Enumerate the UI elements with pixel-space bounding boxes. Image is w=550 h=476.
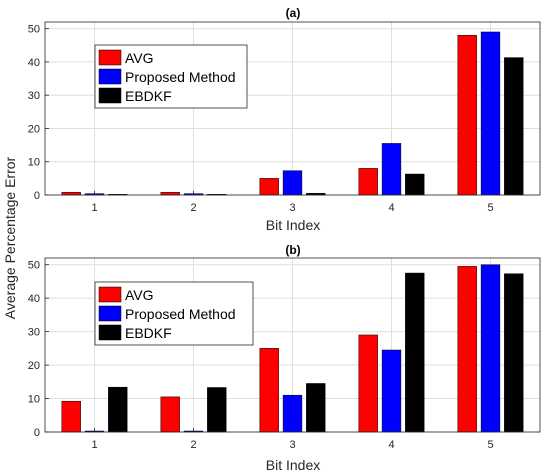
bar-proposed-method-3 <box>282 394 303 433</box>
x-tick-label: 4 <box>388 202 394 214</box>
y-tick-label: 30 <box>28 90 40 102</box>
y-tick-label: 30 <box>28 327 40 339</box>
shared-y-axis-label: Average Percentage Error <box>2 156 18 319</box>
bar-proposed-method-5 <box>480 264 501 433</box>
chart-b-x-axis-label: Bit Index <box>266 457 320 473</box>
y-tick-label: 20 <box>28 123 40 135</box>
chart-b: (b) Bit Index 0 10 20 30 40 50 1 2 3 4 5 AVG Propose… <box>28 243 541 473</box>
bar-ebdkf-4 <box>405 272 425 433</box>
bar-ebdkf-4 <box>405 173 425 196</box>
y-tick-label: 20 <box>28 360 40 372</box>
legend-swatch <box>98 87 122 104</box>
x-tick-label: 4 <box>388 439 394 451</box>
bar-avg-5 <box>457 266 477 433</box>
legend-swatch <box>98 286 122 303</box>
y-tick-label: 0 <box>34 427 40 439</box>
bar-avg-4 <box>358 168 378 196</box>
x-tick-label: 1 <box>91 202 97 214</box>
y-tick-label: 10 <box>28 394 40 406</box>
chart-a-x-axis-label: Bit Index <box>266 217 320 233</box>
axes-box <box>44 257 541 433</box>
x-tick-label: 5 <box>487 202 493 214</box>
y-tick-label: 40 <box>28 293 40 305</box>
chart-a: (a) Bit Index 0 10 20 30 40 50 1 2 3 4 5 AVG Propose… <box>28 6 541 233</box>
legend-entry: EBDKF <box>125 88 172 104</box>
chart-a-title: (a) <box>286 6 301 20</box>
bar-ebdkf-5 <box>504 273 524 433</box>
bar-avg-1 <box>61 400 81 433</box>
legend-entry: EBDKF <box>125 325 172 341</box>
y-tick-label: 0 <box>34 190 40 202</box>
bar-avg-4 <box>358 334 378 433</box>
x-tick-label: 1 <box>91 439 97 451</box>
bar-avg-5 <box>457 35 477 196</box>
legend-entry: AVG <box>125 50 154 66</box>
bar-ebdkf-2 <box>207 387 227 433</box>
axes-box <box>44 21 541 196</box>
legend: AVG Proposed Method EBDKF <box>94 281 254 346</box>
x-tick-label: 3 <box>289 202 295 214</box>
y-tick-label: 50 <box>28 260 40 272</box>
bar-proposed-method-3 <box>282 170 303 196</box>
bar-ebdkf-5 <box>504 57 524 196</box>
legend-entry: Proposed Method <box>125 69 236 85</box>
legend-entry: Proposed Method <box>125 306 236 322</box>
legend: AVG Proposed Method EBDKF <box>94 44 248 109</box>
bar-avg-3 <box>259 178 279 196</box>
legend-swatch <box>98 68 122 85</box>
y-tick-label: 50 <box>28 24 40 36</box>
y-tick-label: 40 <box>28 57 40 69</box>
x-tick-label: 5 <box>487 439 493 451</box>
chart-a-plot: 0 10 20 30 40 50 1 2 3 4 5 AVG Proposed Method EBDKF <box>28 21 541 214</box>
x-tick-label: 3 <box>289 439 295 451</box>
legend-swatch <box>98 49 122 66</box>
bar-avg-2 <box>160 396 180 433</box>
x-tick-label: 2 <box>190 202 196 214</box>
legend-swatch <box>98 324 122 341</box>
chart-b-title: (b) <box>285 243 300 257</box>
bar-ebdkf-1 <box>108 386 128 433</box>
y-tick-label: 10 <box>28 157 40 169</box>
bar-avg-3 <box>259 348 279 433</box>
chart-b-plot: 0 10 20 30 40 50 1 2 3 4 5 AVG Proposed Method EBDKF <box>28 257 541 451</box>
bar-proposed-method-5 <box>480 31 501 196</box>
legend-box <box>94 281 254 346</box>
x-tick-label: 2 <box>190 439 196 451</box>
legend-entry: AVG <box>125 287 154 303</box>
legend-swatch <box>98 305 122 322</box>
bar-proposed-method-4 <box>381 349 402 433</box>
bar-ebdkf-3 <box>306 383 326 433</box>
bar-proposed-method-4 <box>381 143 402 196</box>
